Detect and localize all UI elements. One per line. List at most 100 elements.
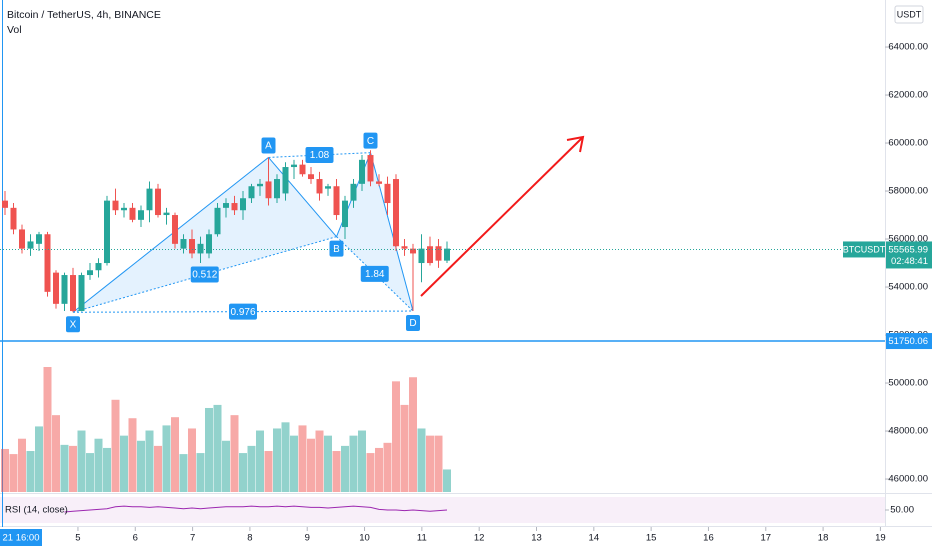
candle-body: [197, 243, 204, 254]
horizontal-line-label: 51750.06: [888, 336, 928, 347]
candle-body: [163, 212, 170, 216]
volume-bar: [332, 451, 341, 492]
pattern-point-label: X: [70, 319, 77, 330]
x-tick-label: 8: [247, 533, 252, 544]
currency-label: USDT: [897, 9, 922, 19]
candle-body: [367, 155, 374, 182]
x-tick-label: 6: [133, 533, 138, 544]
volume-bar: [358, 430, 366, 492]
volume-bar: [35, 426, 43, 492]
y-tick-label: 64000.00: [888, 42, 928, 53]
volume-bar: [290, 435, 298, 492]
x-tick-label: 16: [703, 533, 714, 544]
candle-body: [325, 186, 331, 189]
candle-body: [53, 272, 59, 304]
candle-body: [155, 188, 161, 216]
y-tick-label: 54000.00: [888, 282, 928, 293]
volume-bar: [273, 428, 281, 492]
candle-body: [44, 234, 51, 292]
candle-body: [282, 167, 289, 194]
candle-body: [78, 275, 85, 312]
candle-body: [112, 200, 119, 211]
volume-bar: [375, 447, 383, 492]
candle-body: [350, 183, 357, 201]
volume-label: Vol: [7, 24, 22, 36]
x-tick-label: 18: [818, 533, 829, 544]
volume-bar: [230, 415, 239, 492]
y-tick-label: 56000.00: [888, 234, 928, 245]
y-tick-label: 48000.00: [888, 426, 928, 437]
candle-body: [401, 246, 408, 249]
candle-body: [265, 181, 272, 199]
volume-bar: [188, 428, 196, 492]
volume-bar: [60, 444, 69, 492]
volume-bar: [307, 438, 315, 492]
pattern-leg: [268, 157, 337, 237]
countdown-label: 02:48:41: [891, 256, 928, 267]
pattern-point-box: [363, 132, 378, 149]
volume-bar: [205, 407, 213, 492]
ratio-box: [305, 147, 334, 164]
volume-bar: [349, 435, 358, 492]
currency-button[interactable]: [894, 5, 924, 24]
candle-body: [61, 275, 68, 304]
candle-body: [248, 186, 255, 199]
volume-bar: [43, 367, 52, 492]
candle-body: [104, 200, 110, 264]
ratio-label: 1.84: [365, 269, 385, 280]
candle-body: [274, 179, 280, 199]
ratio-label: 0.976: [230, 307, 255, 318]
volume-bar: [213, 404, 222, 492]
volume-bar: [128, 418, 137, 492]
volume-bar: [247, 445, 256, 492]
candle-body: [299, 164, 306, 175]
pattern-point-box: [66, 316, 80, 333]
volume-bar: [120, 435, 128, 492]
rsi-title: RSI (14, close): [5, 505, 68, 516]
candle-body: [427, 246, 433, 264]
symbol-box: [843, 241, 885, 258]
x-tick-label: 7: [190, 533, 195, 544]
y-tick-label: 60000.00: [888, 138, 928, 149]
volume-bar: [145, 430, 154, 492]
volume-bar: [18, 438, 26, 492]
volume-bar: [77, 430, 86, 492]
trend-arrow: [420, 135, 585, 297]
pattern-point-box: [261, 137, 276, 154]
candle-body: [70, 275, 76, 312]
volume-bar: [264, 451, 273, 492]
y-tick-label: 58000.00: [888, 186, 928, 197]
candle-body: [240, 198, 246, 211]
candle-body: [333, 186, 340, 216]
x-tick-label: 9: [305, 533, 310, 544]
volume-bar: [103, 447, 111, 492]
candle-body: [121, 207, 127, 211]
volume-bar: [417, 428, 426, 492]
volume-bar: [315, 430, 324, 492]
pattern-point-box: [406, 315, 420, 332]
candle-body: [27, 241, 34, 249]
candle-body: [393, 179, 399, 247]
volume-bar: [69, 445, 77, 492]
candle-body: [223, 203, 229, 208]
pattern-point-box: [329, 240, 344, 257]
rsi-line: [64, 505, 448, 513]
volume-bar: [443, 469, 451, 492]
pattern-point-label: D: [409, 318, 416, 329]
pattern-leg: [72, 157, 269, 313]
volume-bar: [137, 440, 145, 492]
candle-body: [384, 183, 391, 204]
volume-bar: [324, 435, 332, 492]
candle-body: [410, 248, 416, 254]
arrow-head: [566, 135, 585, 153]
candle-body: [206, 234, 212, 254]
volume-bar: [52, 415, 60, 492]
candle-body: [19, 229, 25, 249]
candle-body: [231, 203, 238, 211]
x-tick-label: 10: [359, 533, 370, 544]
volume-bar: [341, 445, 349, 492]
candle-body: [214, 207, 221, 235]
last-price-symbol: BTCUSDT: [843, 244, 886, 254]
candle-body: [95, 263, 102, 271]
